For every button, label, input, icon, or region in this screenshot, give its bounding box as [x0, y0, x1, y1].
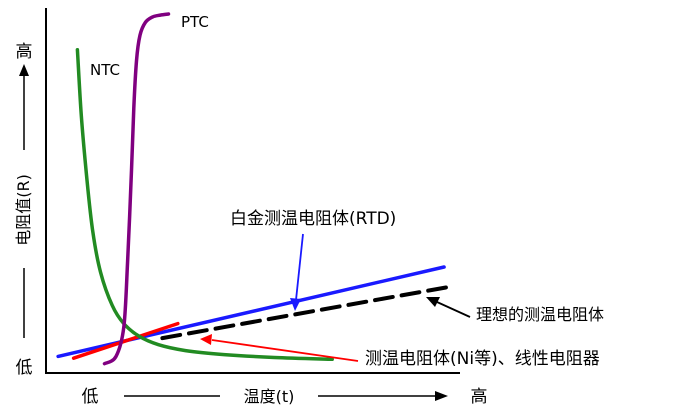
series-3-line — [160, 285, 450, 341]
y-axis-high-label: 高 — [16, 42, 33, 62]
rtd-pointer-arrow — [295, 233, 304, 301]
y-axis-arrowhead — [19, 64, 29, 76]
series-4-line — [71, 321, 180, 360]
ntc-label: NTC — [90, 61, 120, 79]
x-axis-high-label: 高 — [471, 387, 488, 407]
x-axis-title: 温度(t) — [244, 387, 295, 406]
series-layer — [56, 12, 450, 366]
x-axis-arrowhead — [435, 391, 448, 401]
y-axis-low-label: 低 — [16, 358, 33, 378]
ideal-label: 理想的测温电阻体 — [476, 305, 604, 324]
rtd-label: 白金测温电阻体(RTD) — [230, 209, 396, 229]
rtd-pointer-arrowhead — [290, 298, 301, 311]
ni-pointer-arrowhead — [200, 334, 212, 345]
ni-linear-label: 测温电阻体(Ni等)、线性电阻器 — [365, 349, 600, 369]
ideal-pointer-arrowhead — [426, 297, 440, 307]
x-axis-low-label: 低 — [82, 387, 99, 407]
y-axis-title: 电阻值(R) — [14, 174, 33, 246]
ni-pointer-arrow — [211, 339, 359, 362]
ptc-label: PTC — [181, 13, 209, 31]
ideal-pointer-arrow — [436, 301, 471, 318]
series-1-line — [102, 12, 171, 366]
